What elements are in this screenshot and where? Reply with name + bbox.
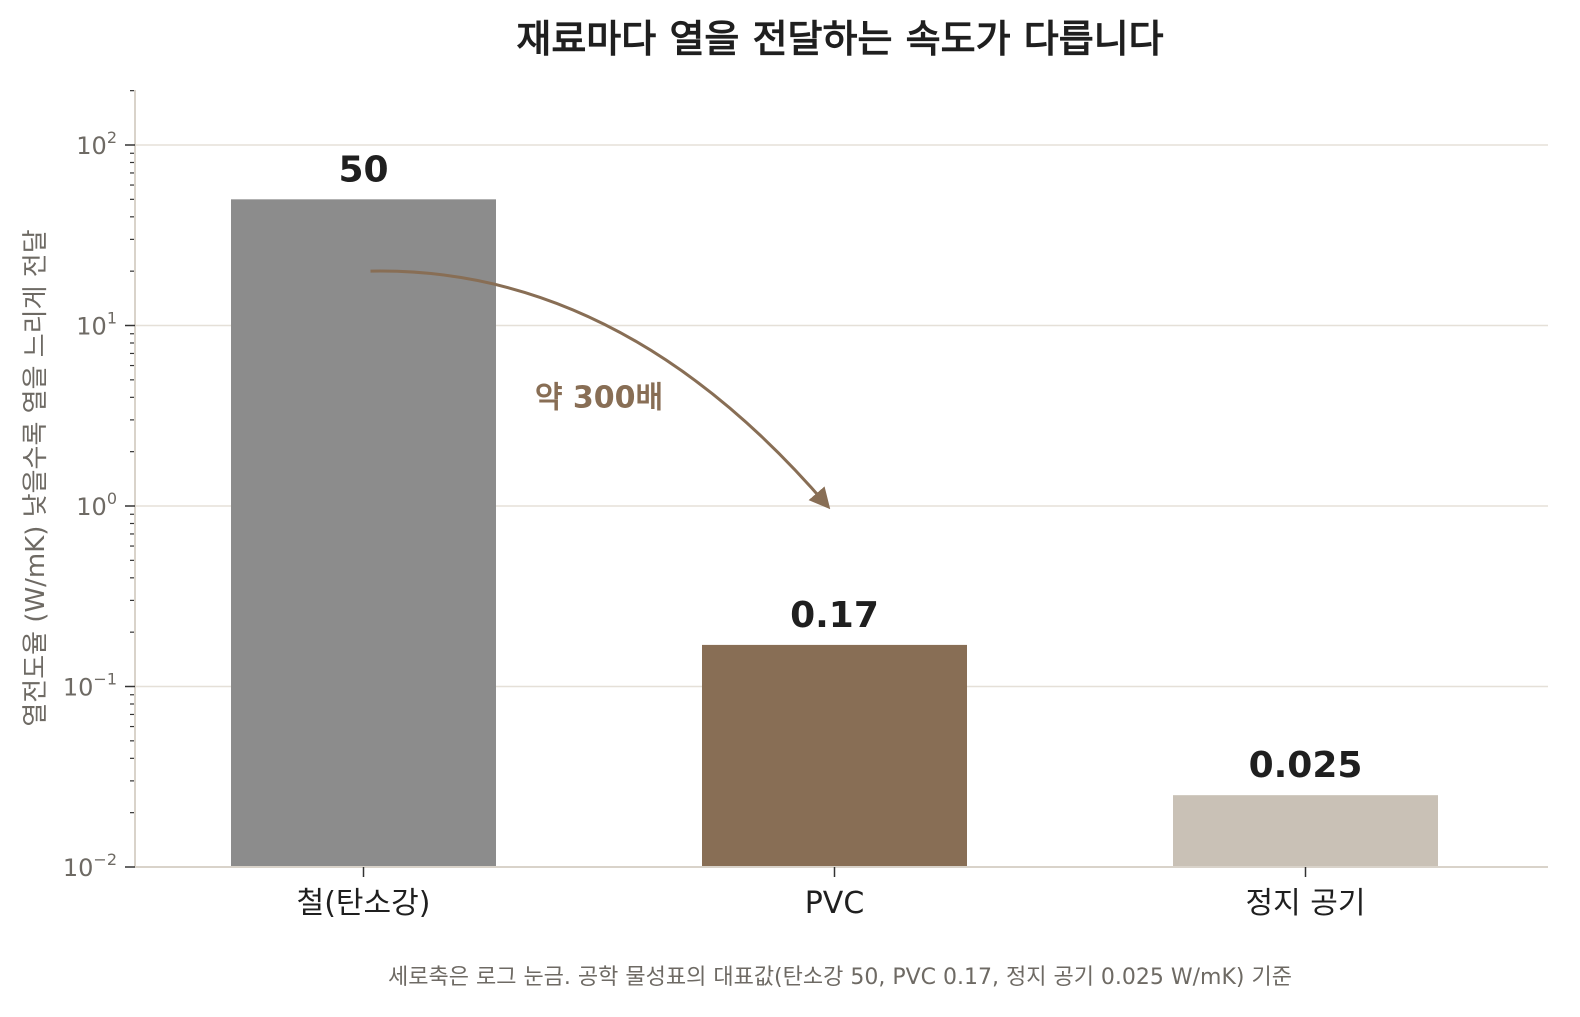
value-label: 50 xyxy=(338,149,388,190)
axes xyxy=(125,90,1548,877)
annotation: 약 300배 xyxy=(370,269,831,510)
y-tick-exponent: −2 xyxy=(93,850,117,869)
y-tick-exponent: 2 xyxy=(107,128,117,147)
y-tick-exponent: 1 xyxy=(107,309,117,328)
bar xyxy=(1173,795,1438,867)
y-tick-label: 10−2 xyxy=(63,850,117,882)
y-tick-exponent: −1 xyxy=(93,670,117,689)
y-tick-base: 10 xyxy=(76,493,107,521)
footnote: 세로축은 로그 눈금. 공학 물성표의 대표값(탄소강 50, PVC 0.17… xyxy=(388,965,1292,990)
bar xyxy=(702,644,967,867)
y-tick-base: 10 xyxy=(63,674,94,702)
y-tick-label: 102 xyxy=(76,128,117,160)
bar xyxy=(231,199,496,867)
y-tick-base: 10 xyxy=(76,132,107,160)
x-tick-label: PVC xyxy=(805,886,865,921)
x-tick-labels: 철(탄소강) PVC 정지 공기 xyxy=(297,886,1366,921)
annotation-label: 약 300배 xyxy=(535,380,663,415)
chart-title: 재료마다 열을 전달하는 속도가 다릅니다 xyxy=(516,17,1163,61)
y-tick-base: 10 xyxy=(63,854,94,882)
bars xyxy=(231,199,1438,867)
value-label: 0.17 xyxy=(790,595,879,636)
annotation-arrow xyxy=(370,269,831,510)
y-tick-label: 10−1 xyxy=(63,670,117,702)
y-tick-exponent: 0 xyxy=(107,489,117,508)
value-labels: 50 0.17 0.025 xyxy=(338,149,1362,786)
y-tick-base: 10 xyxy=(76,313,107,341)
value-label: 0.025 xyxy=(1249,745,1363,786)
y-tick-label: 101 xyxy=(76,309,117,341)
x-tick-label: 정지 공기 xyxy=(1246,886,1366,921)
x-tick-label: 철(탄소강) xyxy=(297,886,431,921)
y-axis-label: 열전도율 (W/mK) 낮을수록 열을 느리게 전달 xyxy=(21,229,51,726)
y-tick-label: 100 xyxy=(76,489,117,521)
